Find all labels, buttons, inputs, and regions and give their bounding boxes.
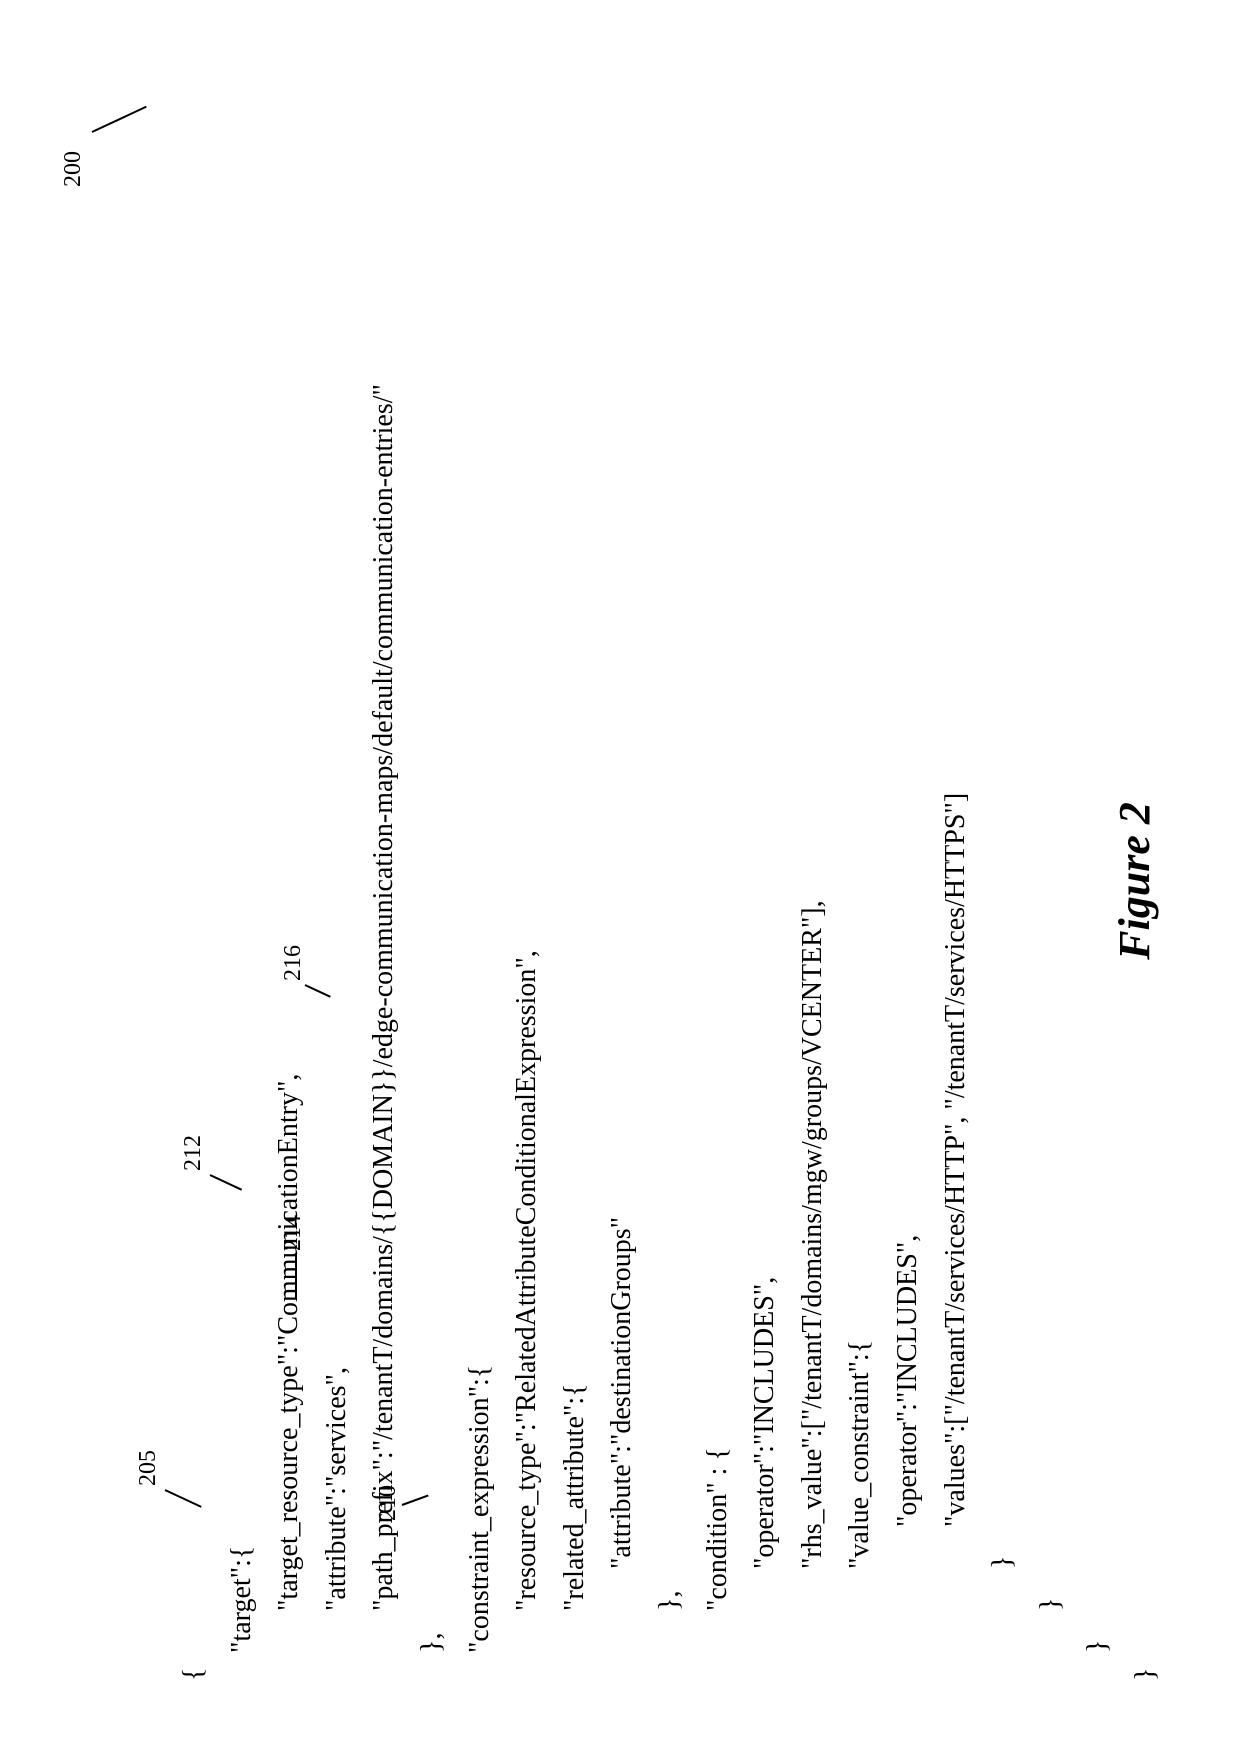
code-line: "value_constraint":{	[844, 1340, 875, 1681]
code-line: "target":{	[226, 1546, 257, 1681]
code-line: "resource_type":"RelatedAttributeConditi…	[511, 950, 542, 1681]
code-line: "target_resource_type":"CommunicationEnt…	[273, 1074, 304, 1681]
code-line: "path_prefix":"/tenantT/domains/{{DOMAIN…	[368, 384, 399, 1681]
code-line: "rhs_value":["/tenantT/domains/mgw/group…	[797, 900, 828, 1681]
code-line: "operator":"INCLUDES",	[749, 1277, 780, 1681]
label-205: 205	[135, 1450, 162, 1486]
code-line: }	[1035, 1598, 1066, 1681]
code-line: }	[987, 1556, 1018, 1681]
code-line: "constraint_expression":{	[464, 1365, 495, 1681]
code-line: "operator":"INCLUDES",	[892, 1235, 923, 1681]
code-line: "attribute":"services",	[321, 1367, 352, 1681]
json-code-block: { "target":{ "target_resource_type":"Com…	[170, 384, 1169, 1681]
code-line: },	[654, 1591, 685, 1681]
leader-200	[92, 106, 147, 133]
rotated-diagram-container: 200 205 212 214 216 210 { "target":{ "ta…	[20, 31, 1220, 1731]
code-line: }	[1082, 1640, 1113, 1681]
code-line: }	[1130, 1668, 1161, 1681]
figure-caption: Figure 2	[1109, 802, 1160, 960]
code-line: "condition" : {	[702, 1447, 733, 1681]
code-line: {	[178, 1668, 209, 1681]
code-line: },	[416, 1633, 447, 1681]
code-line: "related_attribute":{	[559, 1383, 590, 1681]
code-line: "values":["/tenantT/services/HTTP", "/te…	[940, 793, 971, 1681]
diagram-label-200: 200	[60, 151, 87, 187]
code-line: "attribute":"destinationGroups"	[606, 1217, 637, 1681]
